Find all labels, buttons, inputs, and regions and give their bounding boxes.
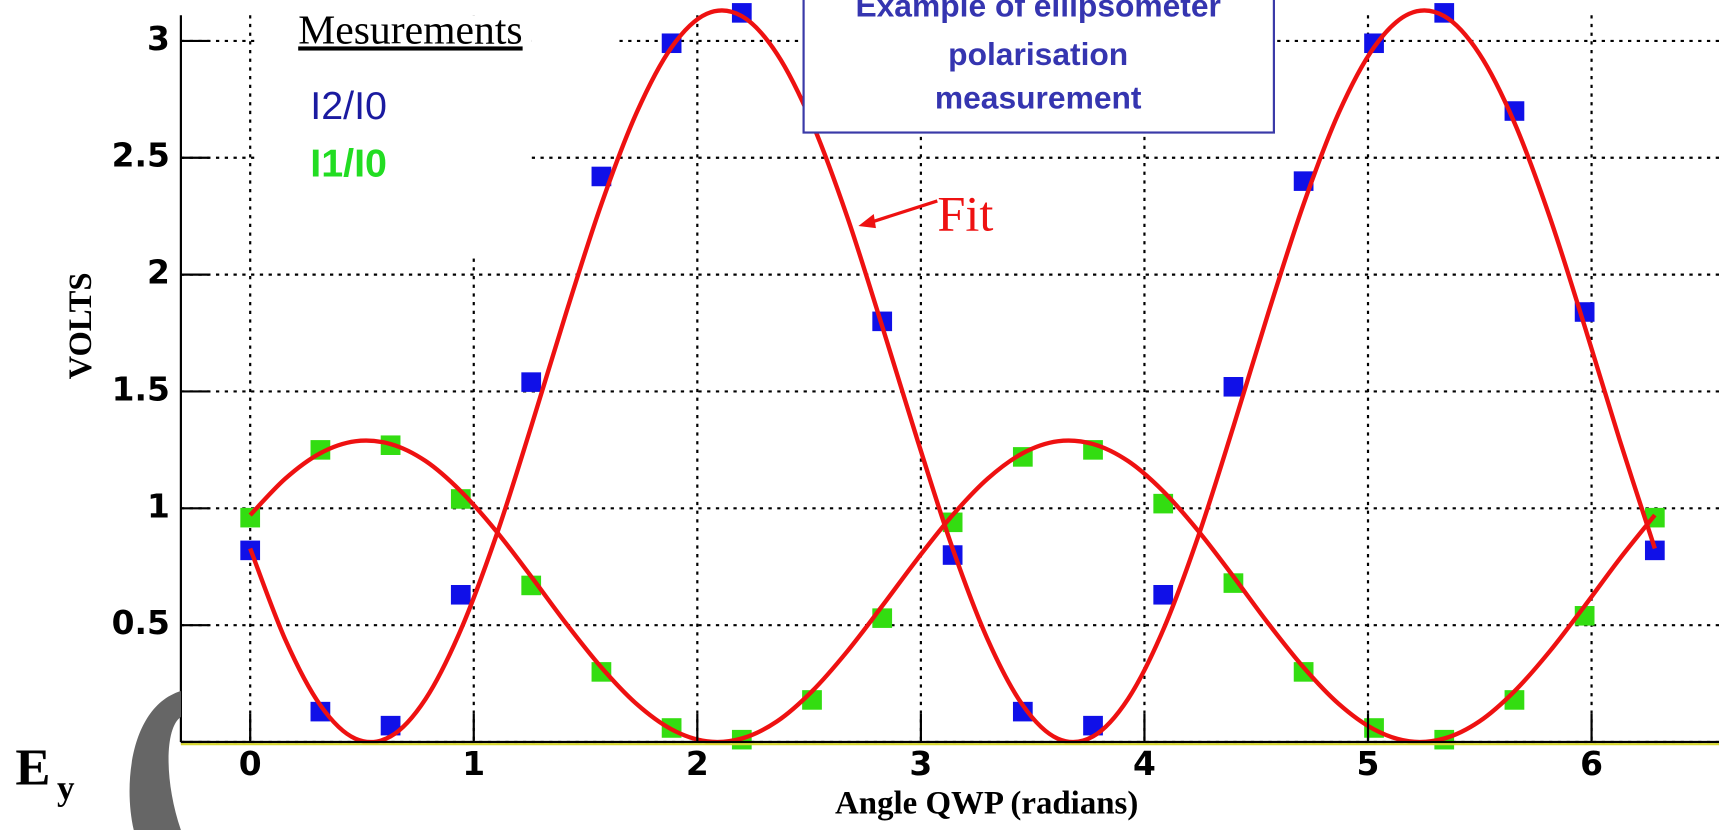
x-tick-label: 0 [239,745,262,783]
y-tick-label: 1 [147,487,170,525]
fit-annotation: Fit [858,186,993,242]
data-point [1644,540,1665,561]
title-line: polarisation [948,36,1128,72]
data-point [310,701,331,722]
y-tick-label: 1.5 [112,371,170,409]
data-point [591,662,612,682]
data-point [1223,377,1244,397]
annotation-arrowhead [858,214,876,229]
data-point [521,372,542,392]
decoration [129,690,181,830]
data-point [591,166,612,187]
legend-entry: I2/I0 [310,84,387,128]
x-tick-label: 4 [1133,745,1156,783]
x-tick-label: 6 [1580,745,1603,783]
fit-curve [248,8,1657,745]
data-point [1223,573,1244,593]
data-point [1293,662,1314,682]
legend-background [254,15,620,259]
x-tick-label: 2 [686,745,709,783]
x-tick-label: 3 [909,745,932,783]
annotation-arrow [865,199,938,226]
y-tick-label: 3 [147,20,170,58]
legend-title: Mesurements [298,7,522,53]
legend-entry: I1/I0 [310,142,387,186]
x-tick-label: 1 [462,745,485,783]
title-box: Example of ellipsometer polarisation mea… [802,0,1275,134]
data-point [942,512,963,533]
x-tick-label: 5 [1357,745,1380,783]
x-axis-label: Angle QWP (radians) [835,786,1138,822]
data-point [450,584,471,605]
y-tick-label: 2.5 [112,137,170,175]
y-tick-label: 0.5 [112,604,170,642]
legend-panel [531,15,620,66]
legend-panel [254,15,532,259]
data-point [1012,701,1033,722]
data-point [1153,584,1174,605]
title-line: measurement [935,79,1142,115]
annotation: Fit [937,186,993,242]
y-axis-label: VOLTS [63,272,99,379]
title-frame [802,0,1275,134]
corner-label: E [15,739,50,797]
y-tick-label: 2 [147,254,170,292]
corner-label-subscript: y [57,769,75,808]
title-line: Example of ellipsometer [855,0,1220,23]
legend: I2/I0 I1/I0 [310,84,387,185]
